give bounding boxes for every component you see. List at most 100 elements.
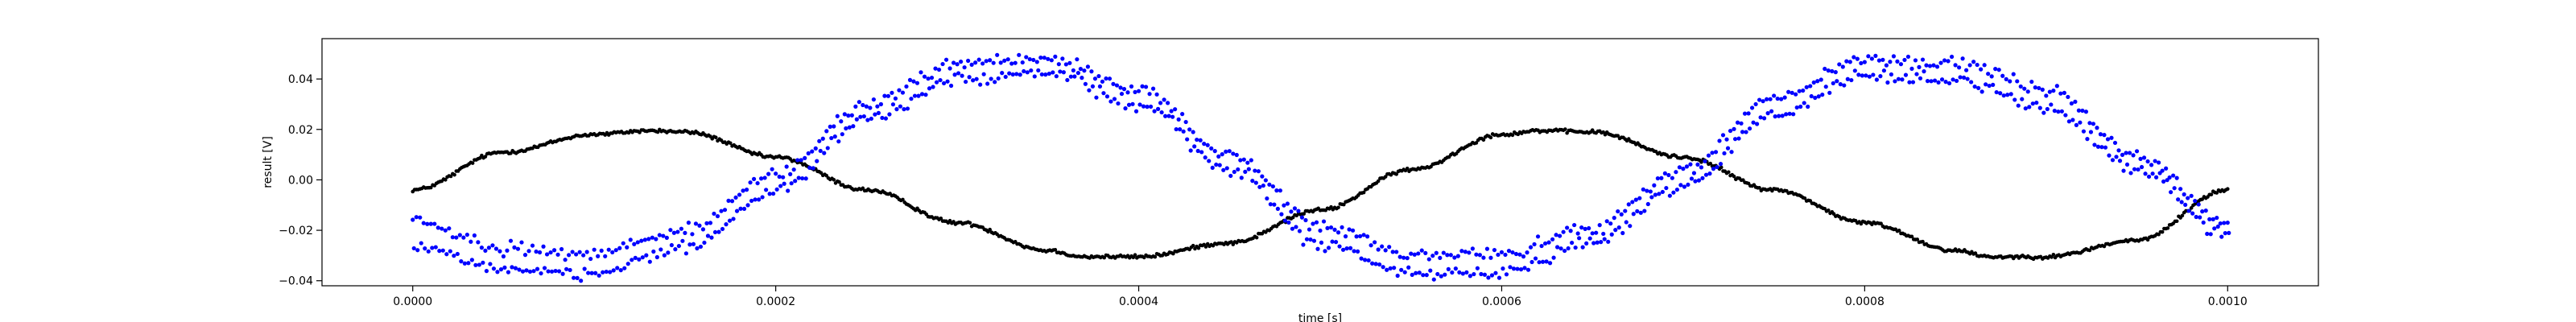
series-point: [781, 175, 786, 180]
series-point: [1020, 60, 1025, 65]
series-point: [647, 259, 652, 264]
series-point: [1493, 270, 1498, 275]
series-point: [2054, 84, 2059, 89]
series-point: [1348, 246, 1353, 250]
series-point: [1532, 242, 1537, 247]
series-point: [1975, 62, 1979, 68]
series-point: [1852, 68, 1857, 73]
series-point: [962, 65, 967, 70]
series-point: [1902, 57, 1907, 63]
series-point: [2189, 193, 2194, 198]
series-point: [1769, 109, 1774, 114]
series-point: [1802, 101, 1806, 105]
series-point: [2051, 252, 2056, 257]
series-point: [1772, 93, 1777, 98]
series-point: [1835, 79, 1839, 84]
series-point: [1260, 174, 1265, 179]
series-point: [599, 248, 604, 253]
series-point: [1005, 57, 1010, 62]
series-point: [1744, 130, 1748, 134]
series-point: [1918, 76, 1923, 80]
x-tick-label: 0.0004: [1119, 295, 1158, 308]
series-point: [1053, 54, 1058, 59]
series-point: [697, 223, 702, 228]
series-point: [2001, 93, 2006, 98]
series-point: [415, 248, 420, 253]
series-point: [727, 218, 733, 223]
series-point: [1630, 200, 1635, 204]
series-point: [1352, 249, 1356, 254]
series-point: [1198, 138, 1203, 142]
series-point: [1568, 229, 1573, 233]
series-point: [608, 270, 613, 275]
series-point: [1558, 246, 1563, 251]
series-point: [988, 227, 992, 232]
series-point: [1354, 234, 1359, 239]
series-point: [484, 269, 489, 274]
series-point: [1909, 66, 1914, 71]
series-point: [1722, 151, 1727, 156]
series-point: [477, 262, 481, 267]
series-point: [1765, 111, 1770, 116]
series-point: [411, 217, 415, 222]
series-point: [473, 262, 478, 267]
series-point: [1826, 208, 1831, 213]
series-point: [1049, 58, 1054, 63]
series-point: [2186, 208, 2191, 213]
series-point: [822, 151, 827, 155]
series-point: [803, 176, 808, 181]
series-point: [1757, 186, 1761, 190]
series-point: [1989, 74, 1994, 79]
series-point: [1314, 220, 1319, 225]
series-point: [2196, 202, 2201, 207]
series-point: [719, 208, 724, 213]
series-point: [1660, 189, 1665, 195]
series-point: [1061, 70, 1066, 75]
series-point: [611, 268, 616, 273]
series-point: [1818, 77, 1823, 82]
series-point: [577, 250, 582, 254]
series-point: [989, 76, 993, 81]
series-point: [1063, 62, 1068, 67]
series-point: [1682, 184, 1687, 189]
series-point: [1301, 242, 1306, 247]
series-point: [1761, 99, 1765, 104]
series-point: [642, 237, 647, 242]
series-point: [912, 93, 918, 98]
series-point: [534, 249, 539, 254]
series-point: [1542, 241, 1548, 246]
series-point: [517, 267, 522, 272]
series-point: [1183, 119, 1188, 125]
series-point: [1777, 114, 1781, 118]
series-point: [1587, 236, 1592, 241]
series-point: [1203, 245, 1208, 249]
series-point: [1137, 102, 1142, 107]
series-point: [2063, 113, 2068, 118]
series-point: [2218, 221, 2223, 226]
series-point: [1994, 89, 1999, 95]
series-point: [1154, 92, 1159, 97]
series-point: [2087, 121, 2092, 126]
series-point: [1855, 56, 1860, 61]
series-point: [419, 241, 423, 246]
series-point: [604, 269, 609, 275]
series-point: [1550, 237, 1555, 242]
series-point: [2117, 159, 2123, 163]
series-point: [1170, 114, 1175, 119]
series-point: [1936, 80, 1941, 85]
series-point: [1410, 272, 1414, 278]
series-point: [2215, 215, 2219, 221]
series-point: [1587, 225, 1591, 231]
series-point: [1631, 212, 1636, 217]
series-point: [995, 52, 1000, 57]
series-point: [2066, 94, 2070, 100]
series-point: [1097, 84, 1103, 89]
series-point: [1022, 68, 1026, 74]
series-point: [745, 203, 750, 208]
series-point: [974, 76, 979, 81]
series-point: [1082, 68, 1087, 73]
series-point: [621, 241, 625, 246]
series-point: [1464, 270, 1469, 275]
series-point: [1162, 97, 1166, 102]
series-point: [436, 225, 440, 230]
